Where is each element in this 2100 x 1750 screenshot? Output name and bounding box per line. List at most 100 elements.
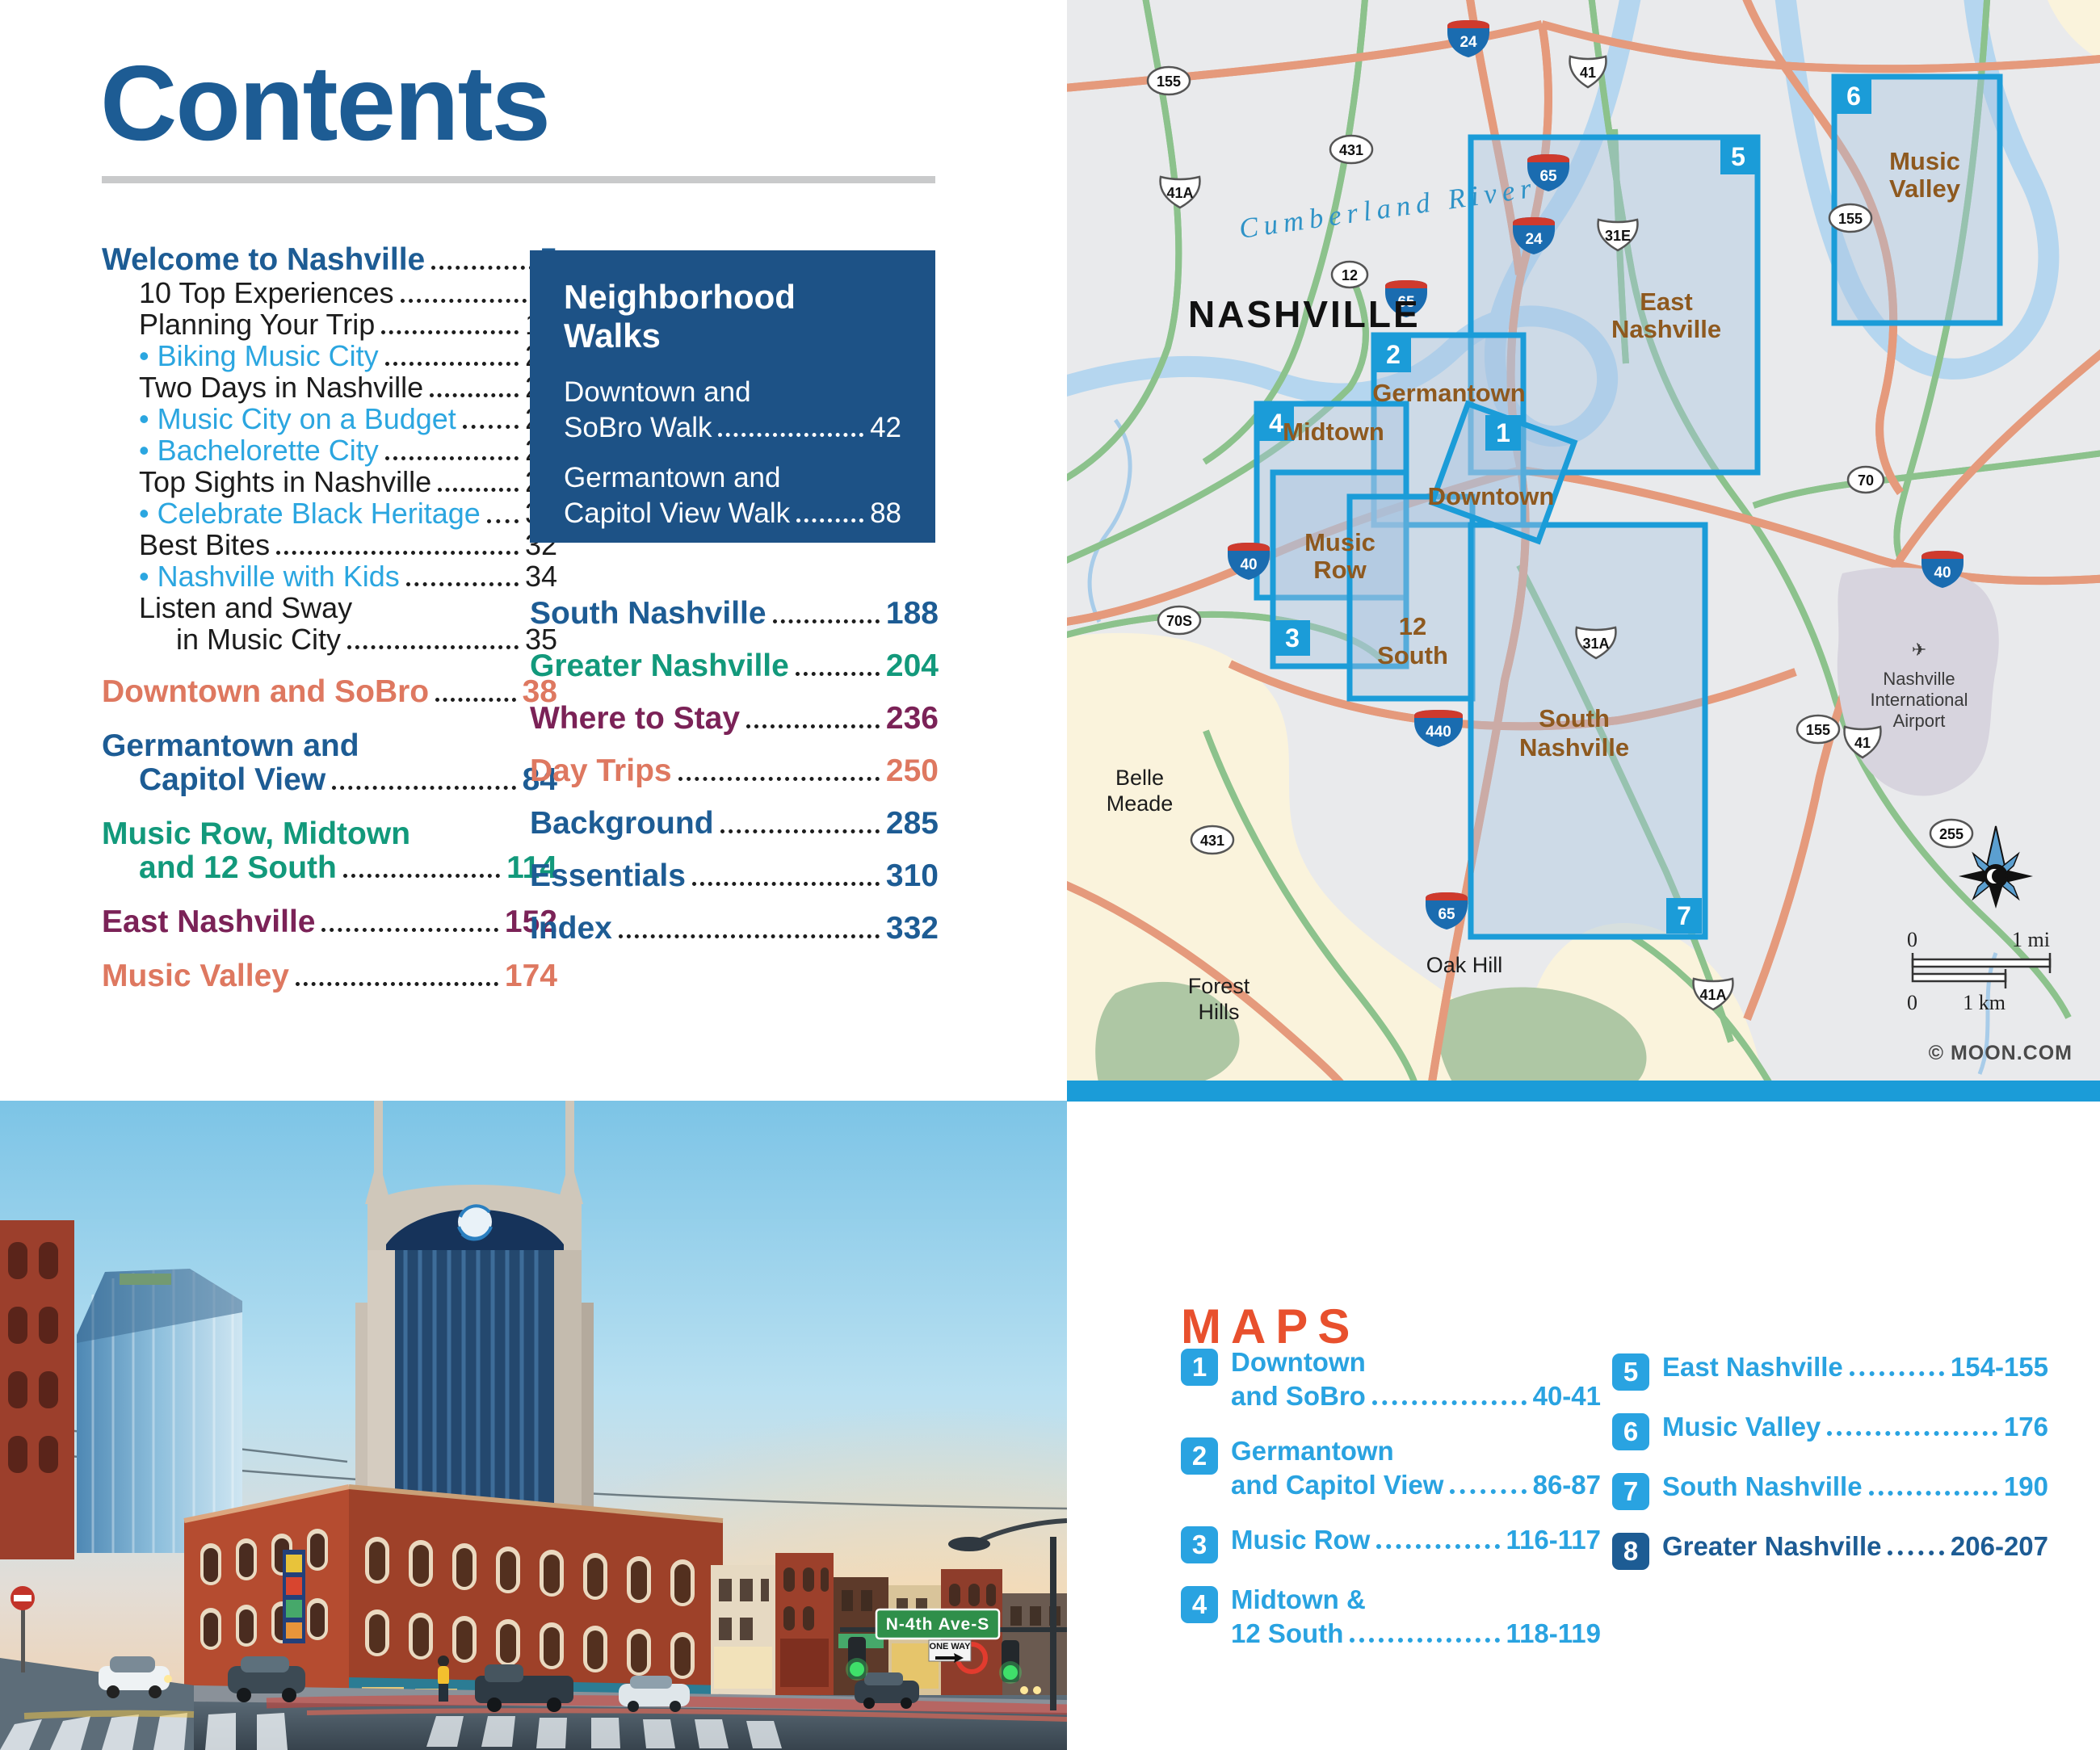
region-box-music-valley (1831, 73, 2003, 326)
page-title: Contents (100, 44, 551, 162)
street-sign: N-4th Ave-S (886, 1615, 989, 1634)
svg-text:Downtown: Downtown (1428, 482, 1555, 510)
toc-item: Best Bites 32 (139, 528, 557, 561)
toc-item: Listen and Sway (139, 591, 353, 624)
svg-text:0: 0 (1907, 928, 1917, 951)
svg-text:440: 440 (1426, 724, 1451, 741)
svg-text:Airport: Airport (1893, 711, 1946, 731)
neighborhood-labels: Germantown Midtown Downtown Music Row 12… (1283, 147, 1961, 762)
svg-text:East: East (1640, 287, 1692, 316)
toc-item: Bachelorette City28 (102, 434, 557, 467)
maps-index-col2: 5 East Nashville 154-155 6 Music Valley 17… (1612, 1352, 2048, 1591)
maps-index-item: 3 Music Row 116-117 (1181, 1525, 1601, 1563)
toc-right-column: South Nashville 188 Greater Nashville 204 … (530, 596, 939, 963)
map-number-badge: 7 (1612, 1473, 1649, 1510)
maps-index-item: 4 Midtown & 12 South 118-119 (1181, 1584, 1601, 1652)
maps-index-col1: 1 Downtown and SoBro 40-41 2 Germantown a… (1181, 1347, 1601, 1673)
svg-text:431: 431 (1200, 833, 1224, 849)
map-bottom-bar (1067, 1081, 2100, 1102)
svg-text:4: 4 (1269, 409, 1283, 438)
photo-svg: N-4th Ave-S ONE WAY (0, 1101, 1068, 1750)
map-number-badge: 5 (1612, 1353, 1649, 1391)
airport-label: ✈ Nashville International Airport (1870, 640, 1968, 731)
svg-text:Forest: Forest (1188, 974, 1250, 998)
svg-text:255: 255 (1939, 826, 1964, 842)
neighborhood-walks-box: Neighborhood Walks Downtown and SoBro Wa… (530, 250, 935, 579)
plane-icon: ✈ (1912, 640, 1926, 660)
walk-item: Downtown and SoBro Walk 42 (564, 376, 901, 443)
toc-left-column: Welcome to Nashville5 10 Top Experiences… (102, 242, 557, 993)
svg-text:155: 155 (1157, 73, 1181, 90)
svg-text:Music: Music (1304, 528, 1376, 556)
region-box-south-nashville (1468, 522, 1708, 940)
svg-text:24: 24 (1460, 34, 1477, 51)
svg-text:Oak Hill: Oak Hill (1426, 953, 1503, 977)
toc-item: Celebrate Black Heritage31 (102, 497, 557, 530)
map-number-badge: 4 (1181, 1586, 1218, 1623)
svg-text:31A: 31A (1582, 636, 1609, 652)
light-trail (306, 1708, 1068, 1722)
toc-chapter-germantown: Germantown and Capitol View 84 (102, 728, 557, 797)
toc-item: Top Sights in Nashville29 (102, 465, 557, 498)
park-area (1438, 987, 1647, 1086)
maps-index-item: 6 Music Valley 176 (1612, 1412, 2048, 1450)
traffic-signal-assembly: N-4th Ave-S ONE WAY (840, 1537, 1067, 1710)
river-loop (1774, 0, 2060, 380)
svg-text:South: South (1539, 704, 1610, 732)
place-labels: Belle Meade Forest Hills Oak Hill (1107, 766, 1503, 1024)
us-route-shields: 41 41 41A 41A 31E 31A 155 155 155 431 43… (1146, 55, 1974, 1011)
map-credit: © MOON.COM (1929, 1042, 2073, 1064)
toc-chapter-south-nashville: South Nashville 188 (530, 596, 939, 631)
svg-text:155: 155 (1806, 722, 1830, 738)
park-area (1095, 981, 1240, 1086)
svg-text:7: 7 (1677, 901, 1691, 930)
region-box-downtown (1428, 400, 1578, 545)
one-way-arrow-icon (935, 1653, 964, 1663)
svg-text:Nashville: Nashville (1883, 669, 1955, 689)
left-brick-building (0, 1220, 74, 1559)
walks-box-title: Neighborhood Walks (564, 278, 796, 355)
one-way-sign: ONE WAY (930, 1642, 972, 1651)
toc-chapter-essentials: Essentials 310 (530, 858, 939, 893)
maps-index-item: 7 South Nashville 190 (1612, 1471, 2048, 1510)
svg-text:0: 0 (1907, 991, 1917, 1014)
svg-text:3: 3 (1285, 623, 1300, 653)
crosswalk (426, 1716, 782, 1748)
svg-text:70S: 70S (1166, 613, 1192, 629)
toc-item-continuation: in Music City 35 (176, 623, 557, 656)
light-trail (23, 1710, 195, 1719)
svg-text:Music: Music (1889, 147, 1960, 175)
toc-item: Two Days in Nashville23 (102, 371, 557, 404)
map-number-badge: 8 (1612, 1533, 1649, 1570)
svg-text:Nashville: Nashville (1611, 315, 1721, 343)
svg-text:1 km: 1 km (1963, 991, 2006, 1014)
walk-item: Music Row Walk 120 (564, 548, 901, 579)
vehicles (99, 1656, 1041, 1712)
map-svg: 1 2 3 4 5 6 7 24 65 24 65 65 40 40 440 4… (1044, 0, 2100, 1086)
svg-text:Row: Row (1313, 556, 1367, 584)
svg-text:South: South (1377, 641, 1448, 669)
toc-chapter-downtown-sobro: Downtown and SoBro 38 (102, 674, 557, 709)
svg-text:155: 155 (1838, 211, 1863, 227)
svg-text:12: 12 (1399, 612, 1426, 640)
svg-text:2: 2 (1386, 340, 1401, 369)
toc-item: Biking Music City20 (102, 339, 557, 372)
toc-chapter-welcome: Welcome to Nashville5 (102, 242, 557, 277)
title-rule (102, 176, 935, 183)
suburb-area (1059, 632, 1527, 1086)
svg-text:40: 40 (1934, 564, 1951, 581)
do-not-enter-sign (10, 1586, 35, 1672)
secondary-roads (1067, 0, 2100, 1081)
maps-index-item: 2 Germantown and Capitol View 86-87 (1181, 1436, 1601, 1504)
region-badges: 1 2 3 4 5 6 7 (1258, 78, 1871, 934)
toc-item: Planning Your Trip16 (102, 308, 557, 341)
svg-text:65: 65 (1438, 906, 1455, 923)
toc-chapter-index: Index 332 (530, 911, 939, 946)
toc-chapter-music-row: Music Row, Midtown and 12 South 114 (102, 816, 557, 885)
svg-text:1 mi: 1 mi (2012, 928, 2050, 951)
svg-text:1: 1 (1496, 418, 1510, 447)
svg-text:40: 40 (1240, 556, 1257, 573)
toc-chapter-greater-nashville: Greater Nashville 204 (530, 648, 939, 683)
street-lamp (948, 1518, 1068, 1551)
